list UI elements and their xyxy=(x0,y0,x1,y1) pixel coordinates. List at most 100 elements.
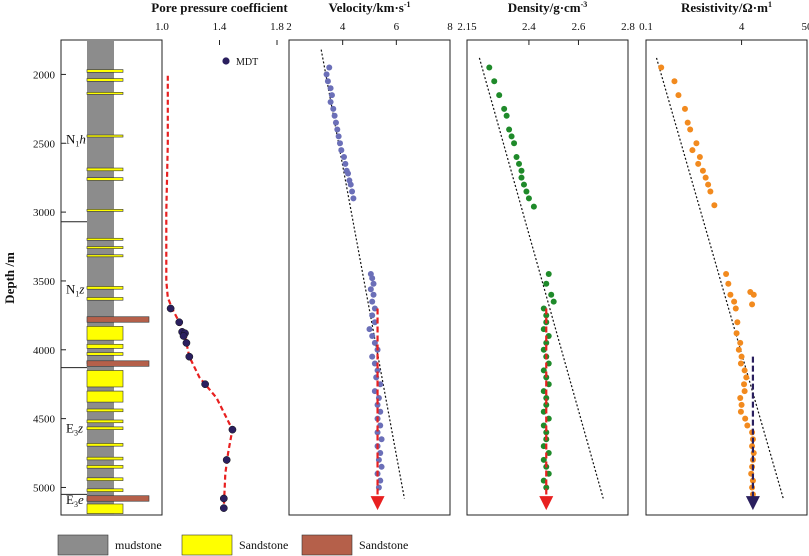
depth-tick-label: 4500 xyxy=(33,414,56,426)
x-tick-label: 8 xyxy=(447,21,453,33)
data-point xyxy=(330,105,337,112)
mdt-point xyxy=(219,494,228,503)
data-point xyxy=(377,450,384,457)
trend-arrow-head xyxy=(745,496,760,511)
data-point xyxy=(374,367,381,374)
data-point xyxy=(741,388,748,395)
sandstone-bed xyxy=(86,426,124,430)
depth-tick-label: 5000 xyxy=(33,482,56,494)
data-point xyxy=(324,78,331,85)
data-point xyxy=(511,140,518,147)
data-point xyxy=(377,477,384,484)
data-point xyxy=(737,360,744,367)
data-point xyxy=(366,326,373,333)
data-point xyxy=(327,85,334,92)
sandstone-bed xyxy=(86,177,124,181)
data-point xyxy=(687,126,694,133)
x-tick-label: 2 xyxy=(286,21,292,33)
formation-label: N1h xyxy=(66,131,86,148)
data-point xyxy=(326,64,333,71)
data-point xyxy=(723,271,730,278)
legend-swatch xyxy=(57,534,109,556)
sandstone-bed xyxy=(86,69,124,73)
depth-axis-label: Depth /m xyxy=(2,252,17,304)
data-point xyxy=(378,436,385,443)
data-point xyxy=(731,298,738,305)
data-point xyxy=(370,280,377,287)
data-point xyxy=(699,167,706,174)
panel-velocity: Velocity/km·s-1 2 4 6 8 xyxy=(286,0,453,516)
data-point xyxy=(543,280,550,287)
data-point xyxy=(684,119,691,126)
legend-swatch xyxy=(301,534,353,556)
data-point xyxy=(371,305,378,312)
data-point xyxy=(525,195,532,202)
panel-frame xyxy=(288,39,451,516)
data-point xyxy=(345,170,352,177)
data-point xyxy=(693,140,700,147)
sandstone-bed xyxy=(86,456,124,461)
sandstone-bed xyxy=(86,167,124,172)
trend-line xyxy=(655,57,784,499)
data-point xyxy=(335,133,342,140)
legend-mdt-marker xyxy=(222,57,230,65)
mdt-point xyxy=(219,504,228,512)
data-point xyxy=(377,381,384,388)
data-point xyxy=(513,154,520,161)
data-point xyxy=(369,275,376,282)
panel-frame xyxy=(645,39,808,516)
panel-pore-pressure: Pore pressure coefficient 1.0 1.4 1.8 MDT xyxy=(151,0,288,515)
trend-arrow-head xyxy=(539,496,554,511)
legend-label: mudstone xyxy=(115,538,162,552)
x-tick-label: 1.8 xyxy=(270,21,284,33)
data-point xyxy=(749,477,756,484)
data-point xyxy=(377,422,384,429)
legend-mdt-label: MDT xyxy=(236,57,258,68)
data-point xyxy=(520,181,527,188)
data-point xyxy=(734,319,741,326)
mdt-point xyxy=(201,380,209,389)
legend-swatch xyxy=(181,534,233,556)
brown-sandstone-bed xyxy=(86,495,150,502)
panel-title: Velocity/km·s-1 xyxy=(328,0,410,15)
sandstone-bed xyxy=(86,408,124,413)
data-point xyxy=(743,374,750,381)
data-point xyxy=(503,112,510,119)
data-point xyxy=(675,92,682,99)
data-point xyxy=(327,98,334,105)
sandstone-bed xyxy=(86,352,124,356)
data-point xyxy=(750,291,757,298)
data-point xyxy=(543,312,550,319)
legend-label: Sandstone xyxy=(359,538,408,552)
data-point xyxy=(336,140,343,147)
data-point xyxy=(342,160,349,167)
data-point xyxy=(689,147,696,154)
data-point xyxy=(341,154,348,161)
sandstone-bed xyxy=(86,326,124,341)
data-point xyxy=(371,360,378,367)
formation-label: N1z xyxy=(66,281,84,298)
depth-tick-label: 3500 xyxy=(33,276,56,288)
data-point xyxy=(496,92,503,99)
data-point xyxy=(377,408,384,415)
data-point xyxy=(738,353,745,360)
panel-resistivity: Resistivity/Ω·m1 0.1 4 50 xyxy=(639,0,809,516)
legend-label: Sandstone xyxy=(239,538,288,552)
sandstone-bed xyxy=(86,419,124,424)
data-point xyxy=(378,463,385,470)
data-point xyxy=(543,401,550,408)
sandstone-bed xyxy=(86,246,124,249)
data-point xyxy=(371,319,378,326)
data-point xyxy=(737,408,744,415)
depth-tick-label: 3000 xyxy=(33,207,56,219)
data-point xyxy=(742,415,749,422)
data-point xyxy=(506,126,513,133)
data-point xyxy=(543,394,550,401)
mdt-point xyxy=(179,332,188,340)
lithology-legend: mudstone Sandstone Sandstone xyxy=(57,534,408,556)
data-point xyxy=(349,188,356,195)
depth-tick-label: 4000 xyxy=(33,345,56,357)
data-point xyxy=(350,195,357,202)
x-tick-label: 2.8 xyxy=(621,21,635,33)
